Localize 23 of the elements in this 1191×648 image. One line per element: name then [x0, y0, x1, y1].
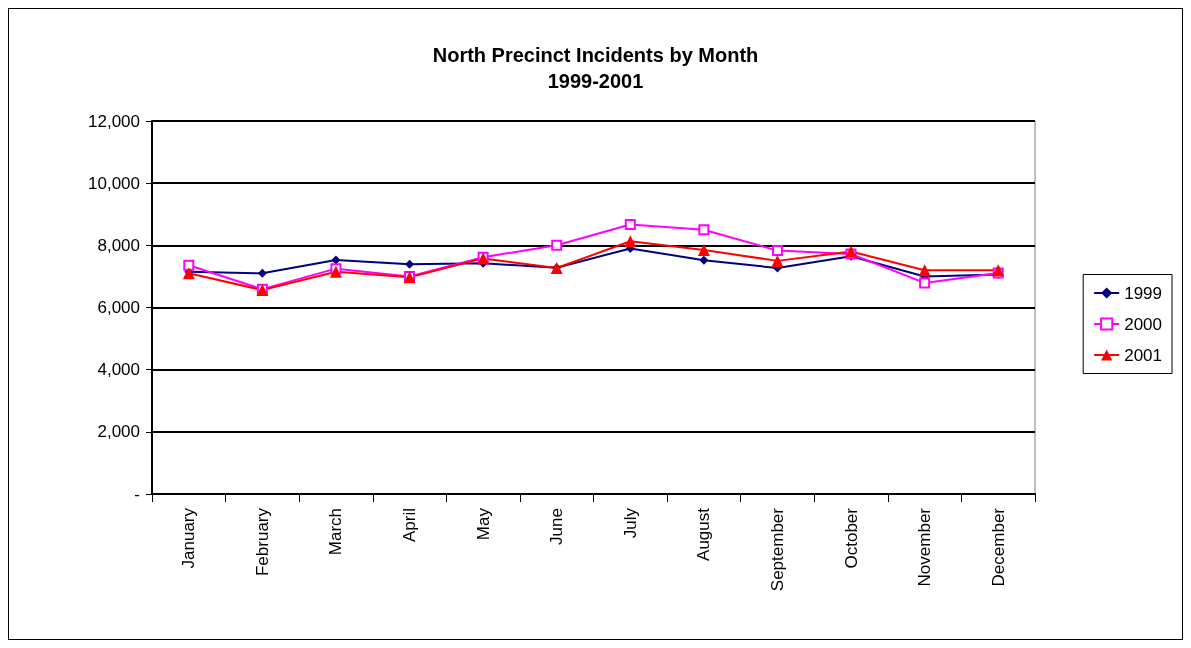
- y-tick-label: 4,000: [97, 360, 140, 380]
- y-tick-label: 8,000: [97, 235, 140, 255]
- x-tick-label: May: [473, 507, 493, 541]
- x-tick-label: March: [326, 508, 346, 556]
- x-tick-label: August: [694, 507, 714, 561]
- x-tick-label: April: [400, 508, 420, 543]
- chart-title: North Precinct Incidents by Month 1999-2001: [432, 44, 759, 92]
- x-tick-label: July: [620, 507, 640, 539]
- y-tick-label: 6,000: [97, 298, 140, 317]
- x-tick-label: January: [179, 507, 199, 569]
- y-tick-label: -: [134, 484, 140, 504]
- legend-label: 1999: [1124, 283, 1163, 303]
- legend-label: 2001: [1124, 345, 1163, 365]
- legend-label: 2000: [1124, 314, 1163, 334]
- x-tick-label: February: [252, 507, 272, 577]
- x-tick-label: November: [915, 507, 935, 587]
- y-tick-label: 10,000: [88, 173, 140, 193]
- x-tick-label: June: [547, 508, 567, 545]
- x-tick-label: September: [767, 507, 787, 592]
- x-tick-label: December: [988, 507, 1008, 587]
- x-tick-label: October: [841, 507, 861, 569]
- y-tick-label: 12,000: [88, 111, 140, 131]
- y-tick-label: 2,000: [97, 422, 140, 442]
